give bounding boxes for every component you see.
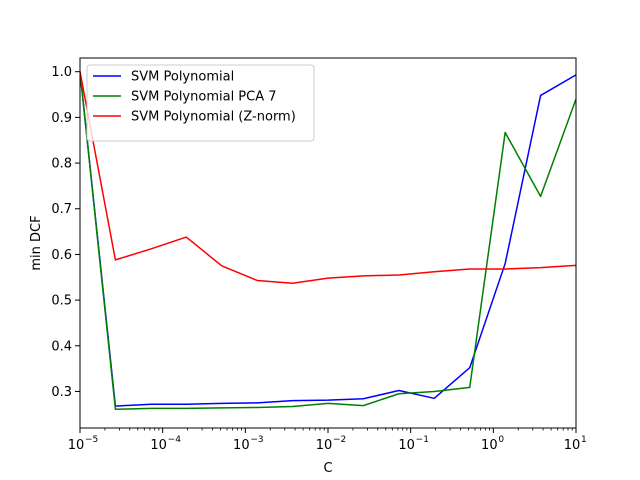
x-tick-label: 10 bbox=[233, 438, 250, 453]
y-axis-label: min DCF bbox=[29, 215, 44, 270]
x-tick-exponent: 0 bbox=[498, 435, 504, 445]
x-axis-label: C bbox=[323, 461, 332, 476]
x-tick-exponent: −5 bbox=[85, 435, 98, 445]
series-line-2 bbox=[80, 71, 576, 411]
legend-label: SVM Polynomial PCA 7 bbox=[131, 90, 277, 105]
x-tick-exponent: −3 bbox=[250, 435, 263, 445]
y-tick-label: 0.8 bbox=[51, 157, 72, 172]
legend-box bbox=[86, 64, 315, 142]
x-tick-label: 10 bbox=[150, 438, 167, 453]
y-tick-label: 0.6 bbox=[51, 248, 72, 263]
axes-layer: 10 −5 10 −4 10 −3 10 −2 10 −1 10 0 10 10.30.40.50.60.… bbox=[51, 65, 586, 453]
y-tick-label: 0.5 bbox=[51, 294, 72, 309]
y-tick-label: 1.0 bbox=[51, 65, 72, 80]
legend-label: SVM Polynomial (Z-norm) bbox=[131, 110, 296, 125]
series-line-3 bbox=[80, 71, 576, 284]
y-tick-label: 0.7 bbox=[51, 202, 72, 217]
legend-label: SVM Polynomial bbox=[131, 70, 234, 85]
y-tick-label: 0.9 bbox=[51, 111, 72, 126]
x-tick-label: 10 bbox=[481, 438, 498, 453]
y-tick-label: 0.3 bbox=[51, 385, 72, 400]
x-tick-label: 10 bbox=[68, 438, 85, 453]
series-layer bbox=[80, 71, 576, 411]
x-tick-exponent: −4 bbox=[168, 435, 182, 445]
x-tick-exponent: 1 bbox=[581, 435, 587, 445]
series-line-1 bbox=[80, 71, 576, 407]
x-tick-exponent: −2 bbox=[333, 435, 346, 445]
plot-frame bbox=[79, 57, 577, 429]
x-tick-label: 10 bbox=[398, 438, 415, 453]
legend: SVM Polynomial SVM Polynomial PCA 7 SVM Po… bbox=[86, 64, 315, 142]
x-tick-exponent: −1 bbox=[416, 435, 429, 445]
y-tick-label: 0.4 bbox=[51, 339, 72, 354]
x-tick-label: 10 bbox=[316, 438, 333, 453]
x-tick-label: 10 bbox=[564, 438, 581, 453]
